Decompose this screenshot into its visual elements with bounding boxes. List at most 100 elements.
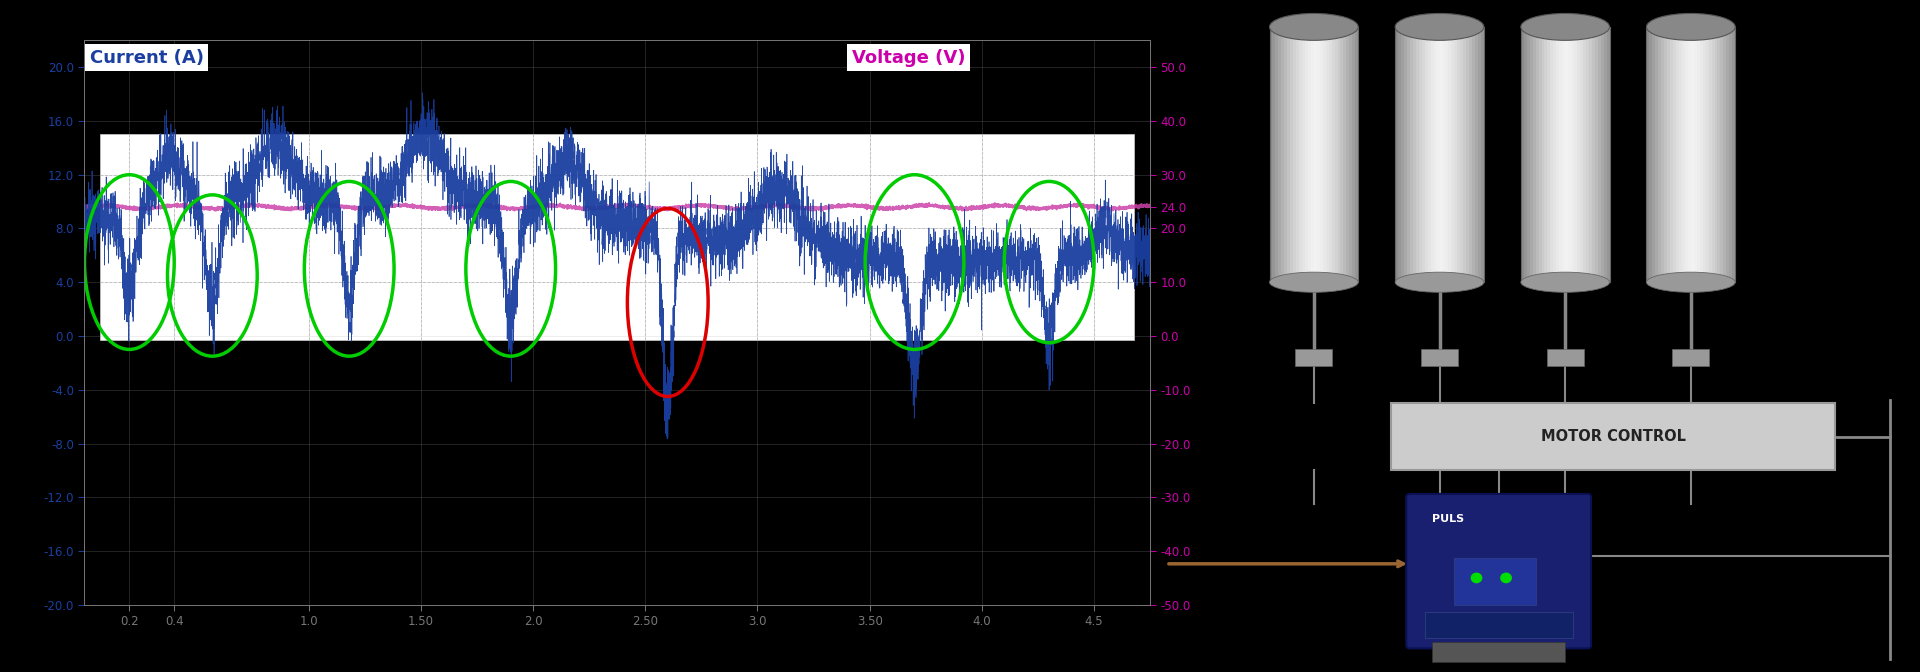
Bar bbox=[1352, 27, 1356, 282]
Bar bbox=[1279, 27, 1281, 282]
Bar bbox=[1296, 349, 1332, 366]
Bar bbox=[100, 134, 1135, 340]
Bar bbox=[1655, 27, 1659, 282]
Bar bbox=[1580, 27, 1582, 282]
Bar bbox=[1463, 27, 1467, 282]
Bar bbox=[1601, 27, 1603, 282]
Circle shape bbox=[1500, 573, 1511, 583]
Bar bbox=[1453, 558, 1536, 605]
Bar bbox=[1356, 27, 1357, 282]
Bar bbox=[1536, 27, 1538, 282]
Bar bbox=[1538, 27, 1542, 282]
Bar bbox=[1325, 27, 1329, 282]
Bar bbox=[1559, 27, 1563, 282]
Bar bbox=[1446, 27, 1448, 282]
Bar bbox=[1434, 27, 1436, 282]
Bar bbox=[1281, 27, 1284, 282]
Bar bbox=[1576, 27, 1580, 282]
Bar bbox=[1597, 27, 1601, 282]
Bar bbox=[1693, 27, 1697, 282]
Bar bbox=[1409, 27, 1413, 282]
Ellipse shape bbox=[1269, 13, 1357, 40]
Bar bbox=[1670, 27, 1672, 282]
Bar bbox=[1703, 27, 1705, 282]
Bar bbox=[1432, 642, 1565, 662]
Bar bbox=[1423, 27, 1425, 282]
Bar bbox=[1344, 27, 1346, 282]
Text: MOTOR CONTROL: MOTOR CONTROL bbox=[1540, 429, 1686, 444]
Bar bbox=[1457, 27, 1461, 282]
Circle shape bbox=[1471, 573, 1482, 583]
Bar bbox=[1688, 27, 1692, 282]
Bar bbox=[1428, 27, 1430, 282]
Bar bbox=[1676, 27, 1678, 282]
Bar bbox=[1338, 27, 1340, 282]
Bar bbox=[1563, 27, 1565, 282]
Ellipse shape bbox=[1521, 272, 1609, 292]
Bar bbox=[1692, 27, 1693, 282]
Bar bbox=[1453, 27, 1457, 282]
Bar bbox=[1526, 27, 1530, 282]
Bar bbox=[1442, 27, 1446, 282]
Bar bbox=[1542, 27, 1544, 282]
Bar bbox=[1724, 27, 1726, 282]
Bar bbox=[1436, 27, 1440, 282]
Bar bbox=[1667, 27, 1670, 282]
Bar bbox=[1332, 27, 1334, 282]
Bar bbox=[1532, 27, 1536, 282]
Bar bbox=[1530, 27, 1532, 282]
Bar bbox=[1329, 27, 1332, 282]
Text: Voltage (V): Voltage (V) bbox=[852, 49, 966, 67]
Bar bbox=[1302, 27, 1306, 282]
Bar bbox=[1548, 27, 1549, 282]
Bar bbox=[1296, 27, 1300, 282]
Bar bbox=[1319, 27, 1323, 282]
Bar bbox=[1565, 27, 1569, 282]
Bar bbox=[1469, 27, 1473, 282]
Bar bbox=[1590, 27, 1592, 282]
Bar bbox=[1398, 27, 1402, 282]
Bar bbox=[1647, 27, 1649, 282]
Bar bbox=[1571, 27, 1574, 282]
Bar bbox=[1404, 27, 1407, 282]
Bar bbox=[1715, 27, 1718, 282]
Bar bbox=[1553, 27, 1557, 282]
Bar bbox=[1413, 27, 1415, 282]
Ellipse shape bbox=[1396, 13, 1484, 40]
Ellipse shape bbox=[1521, 13, 1609, 40]
Bar bbox=[1275, 27, 1279, 282]
Bar bbox=[1419, 27, 1423, 282]
Bar bbox=[1596, 27, 1597, 282]
Bar bbox=[1551, 27, 1553, 282]
Bar bbox=[1574, 27, 1576, 282]
Bar bbox=[1430, 27, 1434, 282]
Bar bbox=[1294, 27, 1296, 282]
Bar bbox=[1308, 27, 1311, 282]
Bar bbox=[1711, 27, 1715, 282]
Bar bbox=[1524, 27, 1526, 282]
Ellipse shape bbox=[1396, 272, 1484, 292]
Bar bbox=[1726, 27, 1730, 282]
Bar bbox=[1407, 27, 1409, 282]
Bar bbox=[1720, 27, 1724, 282]
Bar bbox=[1475, 27, 1478, 282]
Text: Current (A): Current (A) bbox=[90, 49, 204, 67]
Bar bbox=[1425, 27, 1428, 282]
Bar bbox=[1672, 27, 1676, 282]
Bar bbox=[1661, 27, 1665, 282]
Bar bbox=[1313, 27, 1317, 282]
Bar bbox=[1732, 27, 1736, 282]
Bar bbox=[1448, 27, 1452, 282]
Bar bbox=[1659, 27, 1661, 282]
Bar bbox=[1461, 27, 1463, 282]
Bar bbox=[1649, 27, 1653, 282]
Bar bbox=[1300, 27, 1302, 282]
Bar bbox=[1544, 27, 1548, 282]
Bar bbox=[1592, 27, 1596, 282]
Bar bbox=[1306, 27, 1308, 282]
Bar bbox=[1396, 27, 1398, 282]
Ellipse shape bbox=[1647, 272, 1736, 292]
Bar bbox=[1586, 27, 1590, 282]
Bar bbox=[1582, 27, 1586, 282]
Bar bbox=[1402, 27, 1404, 282]
